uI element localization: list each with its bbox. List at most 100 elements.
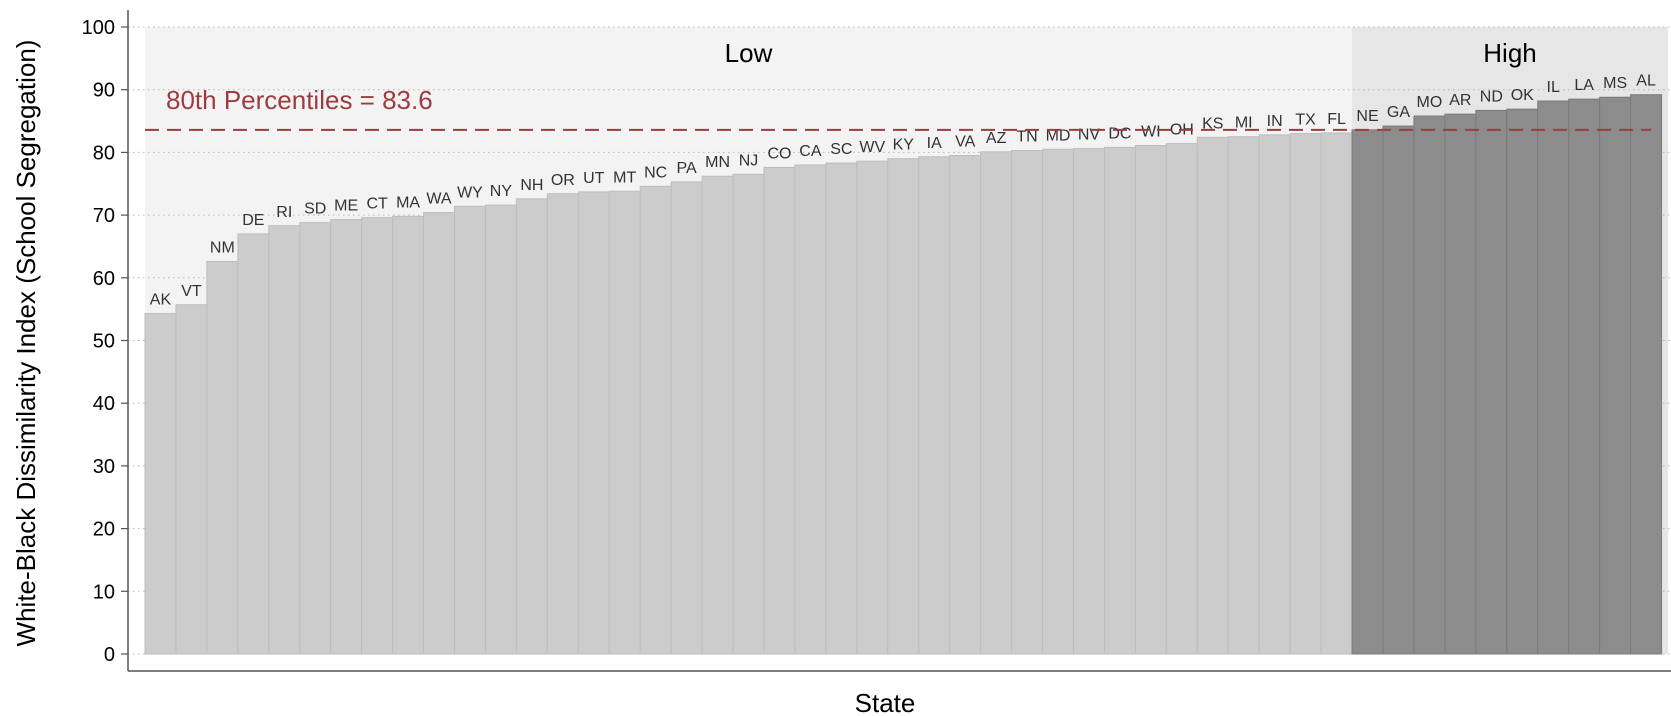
bar-label: MD — [1046, 127, 1071, 144]
bar-WV — [856, 160, 889, 655]
bar-IA — [918, 156, 951, 655]
y-tick-label: 20 — [93, 519, 115, 541]
bar-DE — [237, 233, 270, 655]
bar-MA — [392, 215, 425, 655]
bar-label: SC — [830, 141, 852, 158]
y-tick-label: 70 — [93, 205, 115, 227]
y-axis-title: White-Black Dissimilarity Index (School … — [11, 40, 41, 647]
bar-PA — [670, 181, 703, 655]
bar-label: IN — [1267, 113, 1283, 130]
bar-GA — [1382, 125, 1415, 655]
bar-OR — [546, 193, 579, 655]
bars — [144, 94, 1663, 655]
bar-label: TX — [1295, 112, 1316, 129]
bar-AK — [144, 313, 177, 655]
bar-MO — [1413, 115, 1446, 655]
y-tick-label: 10 — [93, 581, 115, 603]
bar-FL — [1320, 132, 1353, 655]
bar-IN — [1258, 134, 1291, 655]
y-tick-label: 0 — [104, 644, 115, 666]
group-label-high: High — [1483, 38, 1536, 68]
bar-SD — [299, 222, 332, 655]
bar-label: RI — [276, 204, 292, 221]
bar-label: NC — [644, 164, 667, 181]
y-tick-label: 100 — [82, 17, 115, 39]
bar-NC — [639, 185, 672, 655]
bar-NY — [484, 204, 517, 655]
bar-label: KY — [893, 137, 915, 154]
bar-label: MA — [396, 194, 420, 211]
bar-label: DE — [242, 212, 264, 229]
group-label-low: Low — [725, 38, 773, 68]
bar-label: WV — [859, 139, 885, 156]
bar-label: FL — [1327, 111, 1346, 128]
bar-DC — [1103, 146, 1136, 655]
y-tick-label: 80 — [93, 142, 115, 164]
bar-NJ — [732, 173, 765, 655]
bar-label: AK — [150, 292, 172, 309]
bar-MS — [1599, 96, 1632, 655]
bar-label: AZ — [986, 130, 1007, 147]
bar-CA — [794, 164, 827, 655]
bar-WY — [454, 205, 486, 655]
y-tick-label: 30 — [93, 456, 115, 478]
bar-NH — [515, 198, 548, 655]
bar-label: GA — [1387, 104, 1410, 121]
bar-label: VA — [955, 134, 975, 151]
y-tick-label: 60 — [93, 268, 115, 290]
bar-MD — [1042, 148, 1075, 655]
reference-line-label: 80th Percentiles = 83.6 — [166, 85, 433, 115]
bar-label: NM — [210, 239, 235, 256]
bar-NE — [1351, 129, 1384, 655]
bar-label: SD — [304, 201, 326, 218]
bar-MT — [608, 190, 641, 655]
bar-label: KS — [1202, 115, 1223, 132]
bar-label: CO — [767, 145, 791, 162]
bar-label: MI — [1235, 115, 1253, 132]
bar-label: NH — [520, 177, 543, 194]
bar-ND — [1475, 109, 1508, 655]
y-tick-label: 90 — [93, 80, 115, 102]
bar-label: MO — [1417, 94, 1443, 111]
bar-NV — [1073, 148, 1105, 655]
bar-RI — [268, 225, 301, 655]
bar-KY — [887, 158, 920, 655]
bar-label: NV — [1078, 127, 1101, 144]
bar-label: UT — [583, 170, 605, 187]
bar-label: IL — [1547, 79, 1560, 96]
bar-label: OK — [1511, 87, 1534, 104]
bar-CT — [361, 217, 394, 655]
bar-NM — [206, 260, 239, 655]
bar-IL — [1537, 100, 1570, 655]
bar-TN — [1011, 150, 1044, 655]
bar-label: OR — [551, 172, 575, 189]
bar-label: WA — [426, 191, 452, 208]
bar-labels: AK VT NM DE RI SD ME CT MA WA WY NY NH OR UT MT NC PA MN NJ… — [150, 73, 1656, 309]
axes: 0 10 20 30 40 50 60 70 80 90 100 — [82, 10, 1671, 672]
bar-label: DC — [1108, 125, 1131, 142]
bar-label: IA — [927, 135, 942, 152]
bar-label: CA — [799, 143, 822, 160]
bar-AL — [1630, 94, 1663, 655]
bar-label: NE — [1356, 108, 1378, 125]
bar-WI — [1134, 145, 1167, 655]
x-axis-title: State — [855, 688, 916, 716]
bar-WA — [423, 212, 455, 655]
bar-TX — [1289, 133, 1322, 655]
bar-CO — [763, 166, 796, 655]
bar-ME — [330, 218, 363, 655]
y-tick-label: 50 — [93, 331, 115, 353]
bar-label: MN — [705, 154, 730, 171]
bar-label: CT — [366, 196, 388, 213]
bar-OH — [1165, 143, 1198, 655]
bar-AR — [1444, 113, 1477, 655]
y-tick-label: 40 — [93, 393, 115, 415]
bar-UT — [577, 191, 610, 655]
bar-LA — [1568, 98, 1601, 655]
bar-label: AR — [1449, 92, 1471, 109]
bar-label: MT — [613, 169, 636, 186]
bar-label: LA — [1574, 77, 1594, 94]
bar-MN — [701, 175, 734, 655]
bar-label: MS — [1603, 75, 1627, 92]
